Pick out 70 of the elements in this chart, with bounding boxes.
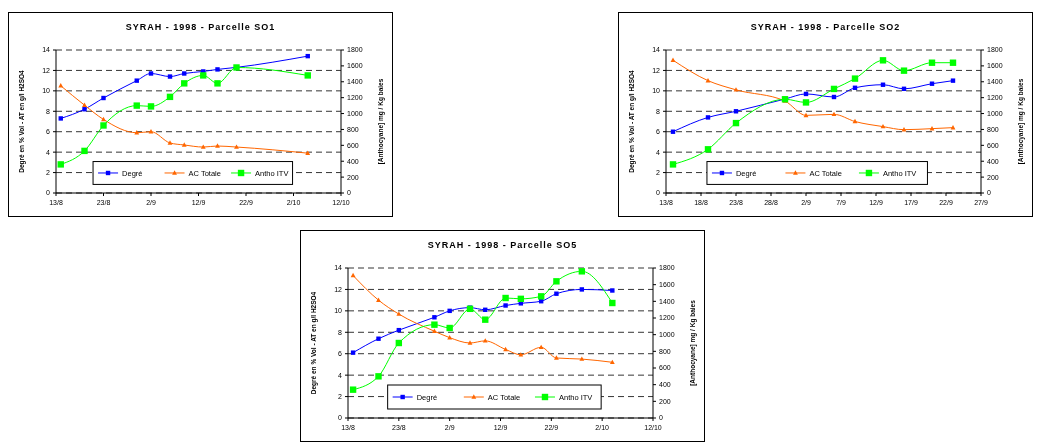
point	[181, 142, 187, 147]
point	[304, 72, 311, 79]
point	[167, 74, 173, 79]
point	[482, 338, 488, 343]
point	[396, 311, 402, 316]
point	[803, 112, 809, 118]
point	[502, 294, 509, 302]
point	[101, 116, 106, 122]
point	[518, 352, 524, 357]
point	[182, 71, 187, 76]
point	[609, 299, 616, 307]
point	[482, 316, 489, 323]
point	[733, 87, 739, 92]
point	[147, 103, 155, 110]
point	[200, 144, 206, 149]
point	[553, 278, 560, 285]
point	[58, 116, 63, 121]
point	[851, 75, 859, 82]
point	[349, 386, 357, 393]
point	[447, 308, 452, 314]
point	[467, 340, 473, 345]
point	[446, 324, 453, 332]
point	[432, 328, 437, 333]
point	[215, 143, 220, 148]
point	[215, 67, 220, 72]
point	[831, 111, 837, 117]
chart-title: SYRAH - 1998 - Parcelle SO5	[427, 240, 578, 250]
point	[181, 80, 188, 87]
point	[58, 83, 64, 88]
point	[234, 144, 239, 149]
point	[900, 67, 908, 74]
point	[704, 146, 712, 153]
point	[503, 346, 508, 352]
point	[609, 359, 615, 365]
point	[81, 147, 88, 155]
point	[554, 291, 559, 296]
chart-title: SYRAH - 1998 - Parcelle SO2	[750, 22, 901, 32]
point	[350, 350, 356, 355]
point	[200, 72, 207, 79]
point	[376, 297, 381, 302]
point	[802, 99, 810, 106]
point	[579, 287, 585, 292]
point	[503, 303, 508, 308]
point	[538, 344, 544, 350]
point	[375, 373, 382, 380]
point	[879, 57, 887, 64]
point	[579, 356, 585, 361]
chart-title: SYRAH - 1998 - Parcelle SO1	[125, 22, 276, 32]
point	[134, 78, 139, 83]
point	[305, 150, 311, 155]
point	[610, 288, 615, 293]
point	[214, 80, 221, 87]
point	[82, 102, 87, 107]
point	[705, 115, 711, 120]
point	[101, 95, 106, 101]
point	[554, 355, 559, 360]
point	[57, 161, 64, 168]
point	[578, 268, 586, 275]
point	[133, 102, 140, 109]
point	[432, 315, 437, 320]
point	[950, 78, 956, 83]
point	[376, 336, 381, 341]
point	[167, 140, 173, 145]
point	[82, 107, 87, 112]
point	[669, 161, 677, 168]
point	[100, 122, 107, 129]
point	[670, 57, 676, 62]
point	[537, 293, 545, 300]
point	[148, 71, 154, 76]
point	[431, 321, 438, 328]
